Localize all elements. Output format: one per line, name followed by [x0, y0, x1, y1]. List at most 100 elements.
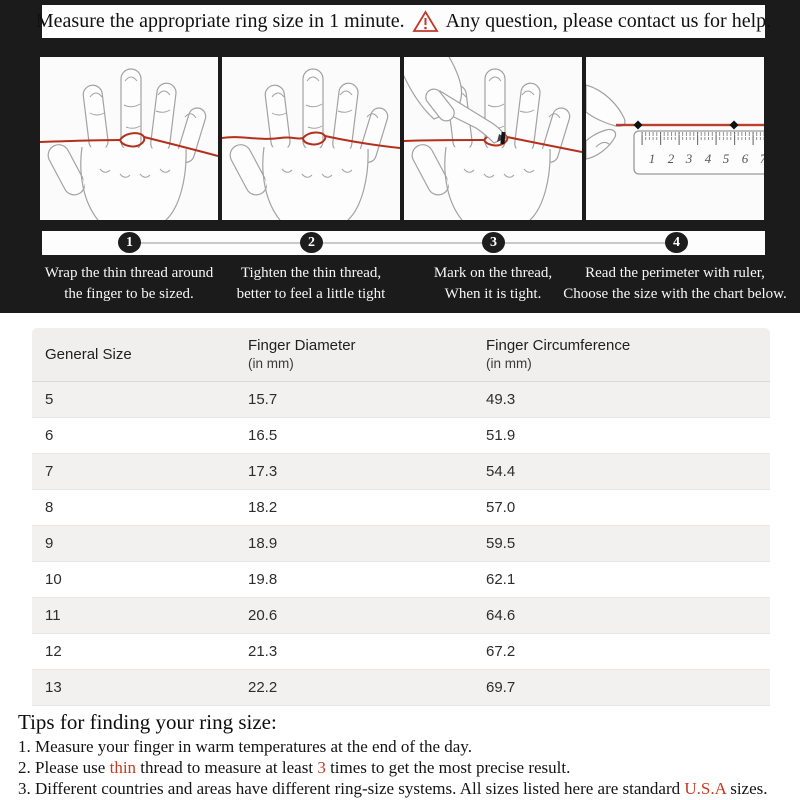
- cell-circumference: 67.2: [486, 633, 770, 670]
- cell-circumference: 57.0: [486, 489, 770, 526]
- cell-diameter: 17.3: [248, 453, 486, 490]
- thread-line: [222, 131, 400, 149]
- svg-text:5: 5: [723, 151, 730, 166]
- table-row: 13 22.2 69.7: [32, 669, 770, 706]
- caption-line: Mark on the thread,: [433, 265, 553, 281]
- highlight-thin: thin: [109, 758, 137, 777]
- cell-diameter: 16.5: [248, 417, 486, 454]
- cell-size: 9: [32, 525, 248, 562]
- table-row: 7 17.3 54.4: [32, 453, 770, 490]
- cell-circumference: 54.4: [486, 453, 770, 490]
- cell-size: 5: [32, 381, 248, 418]
- steps-connector-line: [130, 242, 675, 244]
- col-header-general-size: General Size: [32, 328, 248, 382]
- cell-size: 12: [32, 633, 248, 670]
- cell-diameter: 18.9: [248, 525, 486, 562]
- warning-triangle-icon: [412, 10, 439, 32]
- tip-item-3: 3. Different countries and areas have di…: [18, 779, 768, 798]
- caption-line: Read the perimeter with ruler,: [585, 265, 765, 281]
- cell-size: 13: [32, 669, 248, 706]
- cell-circumference: 69.7: [486, 669, 770, 706]
- hand-thread-illustration: [40, 68, 218, 220]
- mark-dot-left: [633, 120, 643, 130]
- cell-circumference: 62.1: [486, 561, 770, 598]
- panel-tighten-thread: [222, 57, 400, 220]
- thread-mark: [500, 131, 506, 145]
- table-row: 6 16.5 51.9: [32, 417, 770, 454]
- cell-diameter: 15.7: [248, 381, 486, 418]
- svg-text:4: 4: [705, 151, 712, 166]
- step-circle-1: 1: [118, 232, 141, 253]
- cell-diameter: 20.6: [248, 597, 486, 634]
- caption-line: Choose the size with the chart below.: [563, 286, 787, 302]
- banner-text-right: Any question, please contact us for help…: [445, 10, 772, 32]
- cell-size: 6: [32, 417, 248, 454]
- col-header-finger-circumference: Finger Circumference (in mm): [486, 328, 770, 382]
- hand-thread-illustration: [222, 68, 400, 220]
- cell-diameter: 18.2: [248, 489, 486, 526]
- step-circle-4: 4: [665, 232, 688, 253]
- step-number: 4: [673, 234, 680, 250]
- step-captions: Wrap the thin thread around the finger t…: [40, 263, 787, 305]
- steps-progress-bar: 1 2 3 4: [42, 231, 765, 255]
- step-caption-4: Read the perimeter with ruler, Choose th…: [563, 263, 787, 305]
- step-circle-2: 2: [300, 232, 323, 253]
- cell-size: 8: [32, 489, 248, 526]
- ruler-illustration: 1 2 3 4 5 6 7: [586, 84, 764, 175]
- cell-size: 11: [32, 597, 248, 634]
- step-circle-3: 3: [482, 232, 505, 253]
- title-banner: Measure the appropriate ring size in 1 m…: [36, 5, 771, 38]
- highlight-3: 3: [317, 758, 326, 777]
- pen-icon: [404, 57, 507, 144]
- step-number: 3: [490, 234, 497, 250]
- col-header-finger-diameter: Finger Diameter (in mm): [248, 328, 486, 382]
- highlight-usa: U.S.A: [684, 779, 726, 798]
- cell-circumference: 64.6: [486, 597, 770, 634]
- tip-item-2: 2. Please use thin thread to measure at …: [18, 758, 571, 777]
- tip-item-1: 1. Measure your finger in warm temperatu…: [18, 737, 472, 756]
- panel-read-ruler: 1 2 3 4 5 6 7: [586, 57, 764, 220]
- table-row: 9 18.9 59.5: [32, 525, 770, 562]
- svg-text:7: 7: [760, 151, 764, 166]
- mark-dot-right: [729, 120, 739, 130]
- ruler-icon: 1 2 3 4 5 6 7: [633, 130, 764, 175]
- panel-wrap-thread: [40, 57, 218, 220]
- table-header-row: General Size Finger Diameter (in mm) Fin…: [32, 328, 770, 382]
- cell-diameter: 22.2: [248, 669, 486, 706]
- cell-size: 10: [32, 561, 248, 598]
- table-row: 11 20.6 64.6: [32, 597, 770, 634]
- cell-circumference: 59.5: [486, 525, 770, 562]
- cell-diameter: 21.3: [248, 633, 486, 670]
- hand-pen-illustration: [404, 57, 582, 220]
- cell-diameter: 19.8: [248, 561, 486, 598]
- panel-mark-thread: [404, 57, 582, 220]
- step-caption-3: Mark on the thread, When it is tight.: [404, 263, 582, 305]
- table-row: 8 18.2 57.0: [32, 489, 770, 526]
- tips-section: Tips for finding your ring size: 1. Meas…: [18, 709, 790, 799]
- tips-title: Tips for finding your ring size:: [18, 710, 277, 734]
- svg-text:2: 2: [668, 151, 675, 166]
- cell-size: 7: [32, 453, 248, 490]
- caption-line: When it is tight.: [444, 286, 542, 302]
- svg-text:6: 6: [742, 151, 749, 166]
- caption-line: the finger to be sized.: [64, 286, 194, 302]
- ruler-numbers: 1 2 3 4 5 6 7: [649, 151, 764, 166]
- svg-text:1: 1: [649, 151, 656, 166]
- step-number: 2: [308, 234, 315, 250]
- svg-text:3: 3: [685, 151, 693, 166]
- caption-line: Wrap the thin thread around: [44, 265, 214, 281]
- step-caption-1: Wrap the thin thread around the finger t…: [40, 263, 218, 305]
- table-row: 12 21.3 67.2: [32, 633, 770, 670]
- table-row: 10 19.8 62.1: [32, 561, 770, 598]
- illustration-panels: 1 2 3 4 5 6 7: [40, 57, 764, 220]
- pinching-fingers: [586, 84, 626, 160]
- step-number: 1: [126, 234, 133, 250]
- size-chart: General Size Finger Diameter (in mm) Fin…: [32, 328, 770, 706]
- table-row: 5 15.7 49.3: [32, 381, 770, 418]
- cell-circumference: 49.3: [486, 381, 770, 418]
- banner-text-left: Measure the appropriate ring size in 1 m…: [35, 10, 405, 32]
- caption-line: Tighten the thin thread,: [240, 265, 382, 281]
- size-table: General Size Finger Diameter (in mm) Fin…: [32, 328, 770, 706]
- caption-line: better to feel a little tight: [236, 286, 386, 302]
